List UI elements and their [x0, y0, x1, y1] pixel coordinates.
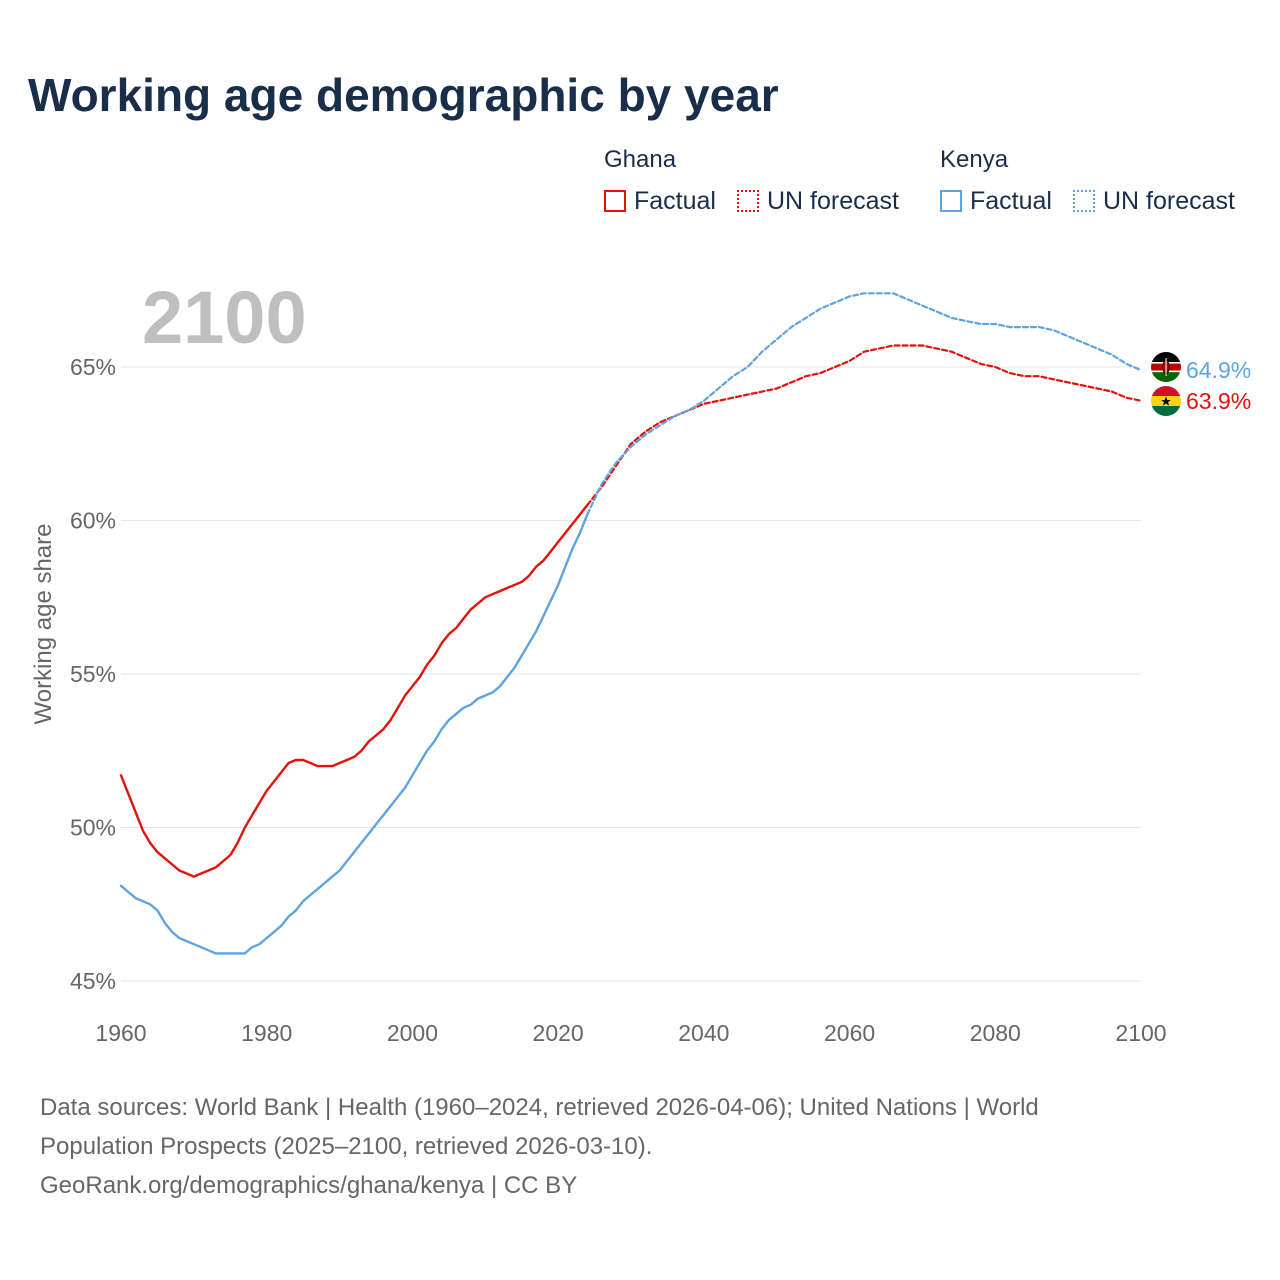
- legend-kenya-forecast[interactable]: UN forecast: [1073, 186, 1235, 216]
- legend-kenya-forecast-swatch: [1073, 190, 1095, 212]
- x-tick-label: 2000: [387, 1020, 438, 1046]
- end-label-kenya: 64.9%: [1186, 357, 1251, 383]
- legend-kenya-forecast-label: UN forecast: [1103, 186, 1235, 215]
- x-tick-label: 2040: [678, 1020, 729, 1046]
- legend-kenya-factual-swatch: [940, 190, 962, 212]
- legend-ghana-forecast-label: UN forecast: [767, 186, 899, 215]
- end-label-ghana: 63.9%: [1186, 388, 1251, 414]
- y-tick-label: 50%: [70, 815, 116, 841]
- legend-kenya-factual-label: Factual: [970, 186, 1052, 215]
- footer-line-1: Data sources: World Bank | Health (1960–…: [40, 1094, 1039, 1121]
- series-line-kenya-factual: [119, 513, 589, 955]
- y-axis-label: Working age share: [30, 524, 57, 725]
- legend-kenya-factual[interactable]: Factual: [940, 186, 1052, 216]
- legend-ghana-forecast-swatch: [737, 190, 759, 212]
- kenya-flag-icon: [1151, 352, 1181, 382]
- y-tick-label: 65%: [70, 354, 116, 380]
- footer-line-2: Population Prospects (2025–2100, retriev…: [40, 1133, 653, 1160]
- x-tick-label: 2100: [1115, 1020, 1166, 1046]
- x-tick-label: 2080: [970, 1020, 1021, 1046]
- series-line-kenya-forecast: [586, 292, 1143, 516]
- y-tick-label: 45%: [70, 968, 116, 994]
- legend-ghana-forecast[interactable]: UN forecast: [737, 186, 899, 216]
- series-line-ghana-factual: [119, 503, 589, 878]
- y-tick-label: 60%: [70, 508, 116, 534]
- legend-ghana-factual-label: Factual: [634, 186, 716, 215]
- ghana-flag-icon: [1151, 386, 1181, 416]
- x-tick-label: 2060: [824, 1020, 875, 1046]
- series-line-ghana-forecast: [586, 344, 1143, 507]
- x-tick-label: 1960: [95, 1020, 146, 1046]
- data-sources-footer: Data sources: World Bank | Health (1960–…: [40, 1088, 1240, 1205]
- y-tick-label: 55%: [70, 661, 116, 687]
- legend-ghana-heading: Ghana: [604, 146, 677, 173]
- x-tick-label: 2020: [533, 1020, 584, 1046]
- chart-title: Working age demographic by year: [28, 69, 779, 121]
- x-tick-label: 1980: [241, 1020, 292, 1046]
- footer-line-3[interactable]: GeoRank.org/demographics/ghana/kenya | C…: [40, 1172, 578, 1199]
- legend-kenya-heading: Kenya: [940, 146, 1009, 173]
- legend-ghana-factual[interactable]: Factual: [604, 186, 716, 216]
- legend-ghana-factual-swatch: [604, 190, 626, 212]
- year-watermark: 2100: [142, 276, 307, 359]
